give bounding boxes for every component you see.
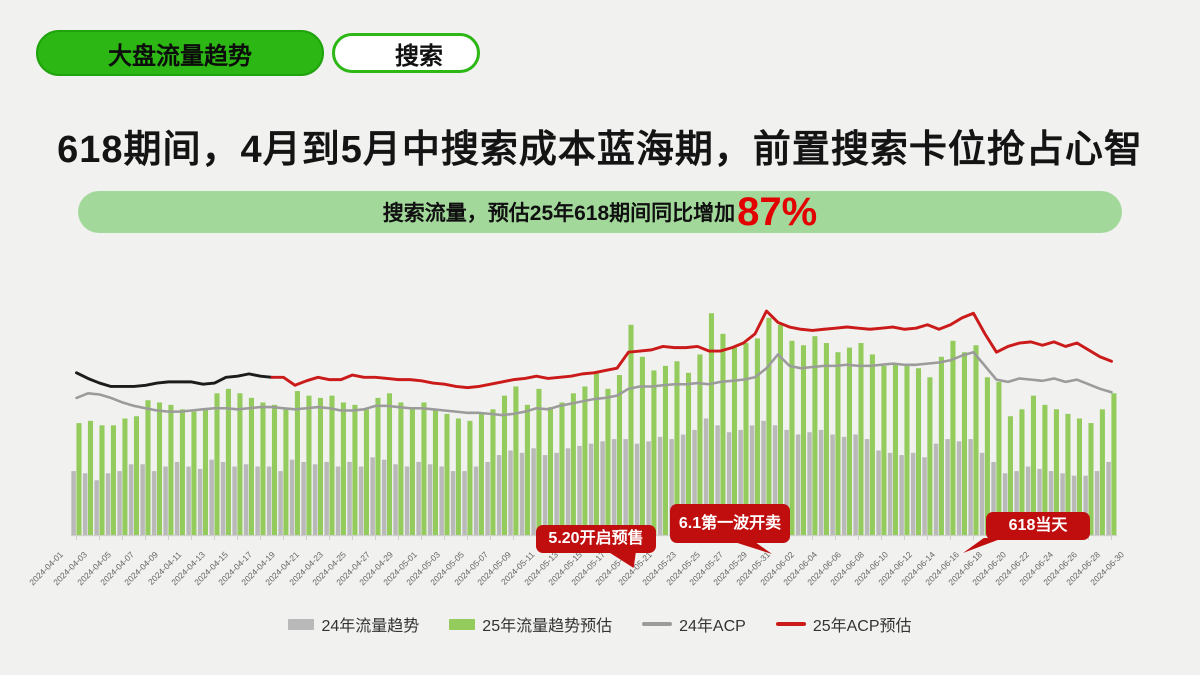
callout-520-presale-label: 5.20开启预售	[548, 530, 644, 547]
legend-swatch-24-traffic	[288, 618, 315, 630]
legend-item-25-acp: 25年ACP预估	[775, 612, 912, 636]
badge-tab-search: 搜索	[332, 33, 480, 73]
legend-label-25-traffic: 25年流量趋势预估	[482, 618, 613, 635]
acp-25-line-forecast	[270, 309, 1113, 390]
callout-520-presale: 5.20开启预售	[536, 525, 656, 553]
badge-tab-traffic-trend: 大盘流量趋势	[36, 30, 324, 76]
badge-primary-label: 大盘流量趋势	[108, 42, 252, 70]
legend-swatch-25-acp	[775, 622, 806, 626]
chart-area: 2024-04-01 2024-04-03 2024-04-05 2024-04-07…	[0, 250, 1200, 630]
legend-swatch-24-acp	[642, 622, 673, 626]
legend-label-25-acp: 25年ACP预估	[812, 618, 912, 635]
x-axis-labels: 2024-04-01 2024-04-03 2024-04-05 2024-04-07…	[27, 549, 1126, 588]
bars-25-series	[76, 313, 1117, 536]
badge-secondary-label: 搜索	[395, 42, 443, 70]
legend-item-24-traffic: 24年流量趋势	[288, 612, 419, 636]
legend-label-24-acp: 24年ACP	[679, 618, 746, 635]
callout-618-day: 618当天	[986, 512, 1090, 540]
banner-text: 搜索流量，预估25年618期间同比增加	[382, 202, 736, 225]
page-title: 618期间，4月到5月中搜索成本蓝海期，前置搜索卡位抢占心智	[57, 129, 1143, 171]
acp-25-line-actual	[75, 371, 274, 388]
bars-24-series	[71, 418, 1111, 536]
legend-item-24-acp: 24年ACP	[642, 612, 746, 636]
callout-61-first-wave-label: 6.1第一波开卖	[678, 514, 782, 532]
chart-svg	[70, 309, 1118, 541]
banner-highlight-value: 87%	[737, 190, 818, 234]
callout-618-day-label: 618当天	[1008, 517, 1068, 534]
legend-label-24-traffic: 24年流量趋势	[321, 618, 420, 635]
legend-item-25-traffic: 25年流量趋势预估	[449, 612, 612, 636]
chart-legend: 24年流量趋势 25年流量趋势预估 24年ACP 25年ACP预估	[0, 612, 1200, 636]
highlight-banner: 搜索流量，预估25年618期间同比增加 87%	[78, 191, 1122, 233]
legend-swatch-25-traffic	[449, 618, 476, 630]
callout-61-first-wave: 6.1第一波开卖	[670, 504, 790, 543]
acp-24-line	[75, 350, 1113, 417]
